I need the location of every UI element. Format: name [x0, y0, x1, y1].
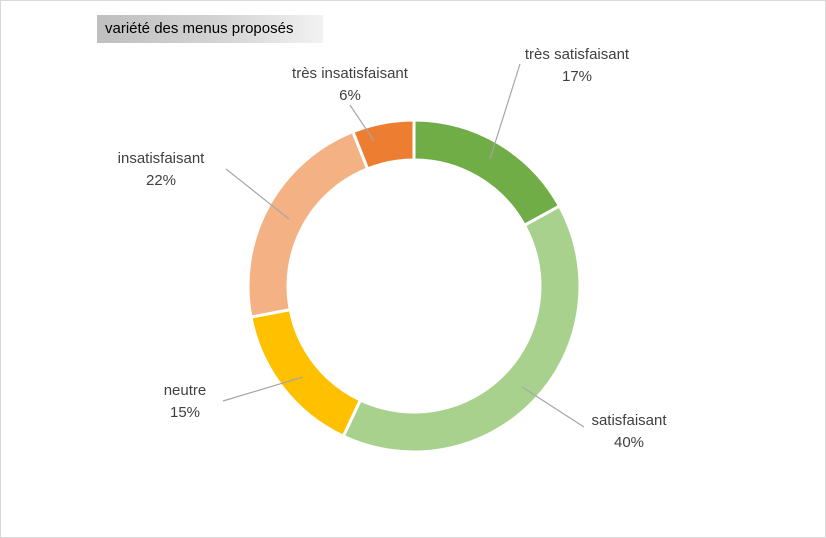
donut-slice-2	[249, 307, 363, 439]
value-label-1: 40%	[614, 434, 644, 451]
value-label-0: 17%	[562, 68, 592, 85]
chart-title: variété des menus proposés	[97, 15, 323, 43]
category-label-2: neutre	[164, 382, 207, 399]
value-label-4: 6%	[339, 87, 361, 104]
category-label-4: très insatisfaisant	[292, 65, 409, 82]
value-label-3: 22%	[146, 172, 176, 189]
leader-line-4	[349, 104, 375, 142]
category-label-3: insatisfaisant	[118, 150, 206, 167]
value-label-2: 15%	[170, 404, 200, 421]
leader-line-0	[489, 63, 521, 160]
donut-slice-3	[246, 129, 370, 319]
category-label-1: satisfaisant	[591, 412, 667, 429]
donut-slice-0	[412, 118, 562, 228]
leader-line-2	[222, 376, 304, 402]
leader-line-1	[521, 386, 585, 428]
donut-slice-1	[341, 203, 582, 454]
category-label-0: très satisfaisant	[525, 46, 630, 63]
leader-line-3	[225, 168, 290, 220]
